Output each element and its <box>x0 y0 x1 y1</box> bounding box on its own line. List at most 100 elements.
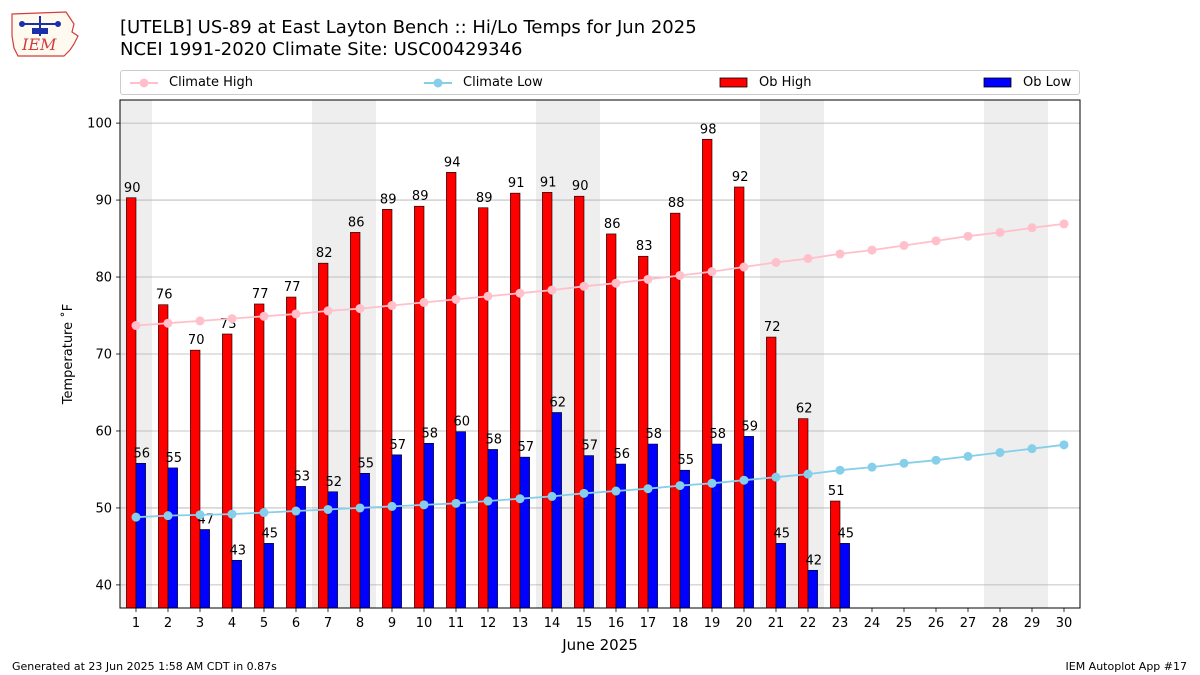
climate-low-point <box>323 504 333 514</box>
x-tick-label: 22 <box>800 616 817 631</box>
ob-high-bar <box>798 418 809 609</box>
climate-high-point <box>195 316 205 326</box>
ob-high-bar <box>414 205 425 609</box>
climate-high-point <box>515 288 525 298</box>
climate-high-point <box>963 231 973 241</box>
climate-low-point <box>643 484 653 494</box>
ob-low-label: 58 <box>646 427 663 442</box>
ob-high-bar <box>190 349 201 609</box>
climate-low-point <box>835 465 845 475</box>
ob-low-label: 55 <box>358 456 375 471</box>
climate-high-line <box>135 223 1065 327</box>
ob-high-label: 90 <box>572 179 589 194</box>
x-tick-label: 28 <box>992 616 1009 631</box>
ob-high-label: 89 <box>412 189 429 204</box>
ob-high-label: 89 <box>476 191 493 206</box>
climate-low-point <box>1059 440 1069 450</box>
x-tick-label: 20 <box>736 616 753 631</box>
ob-low-label: 45 <box>774 526 791 541</box>
x-tick-label: 7 <box>324 616 332 631</box>
ob-low-label: 60 <box>454 415 471 430</box>
x-tick-label: 25 <box>896 616 913 631</box>
y-tick-label: 100 <box>87 117 112 132</box>
legend-label: Climate Low <box>463 75 543 90</box>
climate-high-point <box>611 278 621 288</box>
climate-high-point <box>1027 223 1037 233</box>
climate-high-point <box>771 257 781 267</box>
climate-high-point <box>419 297 429 307</box>
climate-low-point <box>611 486 621 496</box>
legend: Climate High Climate Low Ob High Ob Low <box>120 70 1080 95</box>
ob-high-bar <box>510 192 521 609</box>
ob-high-label: 91 <box>508 176 525 191</box>
climate-high-point <box>547 285 557 295</box>
ob-high-label: 86 <box>348 215 365 230</box>
ob-low-bar <box>391 454 402 609</box>
climate-high-point <box>995 227 1005 237</box>
climate-low-point <box>419 500 429 510</box>
climate-low-point <box>195 510 205 520</box>
ob-low-bar <box>839 543 850 609</box>
ob-high-bar <box>222 333 233 609</box>
legend-bar-swatch-icon <box>719 77 748 87</box>
ob-high-bar <box>126 197 137 609</box>
ob-low-label: 53 <box>294 469 311 484</box>
climate-high-point <box>707 267 717 277</box>
x-tick-label: 2 <box>164 616 172 631</box>
climate-high-point <box>483 291 493 301</box>
climate-high-point <box>131 321 141 331</box>
ob-low-bar <box>167 467 178 609</box>
legend-item-ob-high: Ob High <box>719 73 812 92</box>
x-tick-label: 21 <box>768 616 785 631</box>
climate-low-point <box>1027 444 1037 454</box>
chart-title: [UTELB] US-89 at East Layton Bench :: Hi… <box>120 17 697 38</box>
x-tick-label: 19 <box>704 616 721 631</box>
legend-item-climate-high: Climate High <box>129 73 253 92</box>
ob-low-label: 58 <box>710 427 727 442</box>
climate-low-point <box>515 494 525 504</box>
chart-subtitle: NCEI 1991-2020 Climate Site: USC00429346 <box>120 39 523 60</box>
climate-high-point <box>803 254 813 264</box>
ob-high-label: 94 <box>444 155 461 170</box>
ob-low-label: 45 <box>262 526 279 541</box>
ob-low-bar <box>711 443 722 609</box>
climate-high-point <box>675 270 685 280</box>
iem-logo: IEM <box>11 11 79 57</box>
ob-low-label: 42 <box>806 553 823 568</box>
climate-low-point <box>579 488 589 498</box>
ob-low-label: 58 <box>422 426 439 441</box>
x-tick-label: 10 <box>416 616 433 631</box>
climate-low-point <box>707 478 717 488</box>
x-axis-label: June 2025 <box>561 636 638 654</box>
climate-low-point <box>547 491 557 501</box>
ob-low-bar <box>135 462 146 609</box>
legend-item-ob-low: Ob Low <box>983 73 1071 92</box>
x-tick-label: 24 <box>864 616 881 631</box>
ob-high-label: 98 <box>700 122 717 137</box>
climate-high-point <box>227 314 237 324</box>
ob-low-label: 55 <box>678 453 695 468</box>
legend-item-climate-low: Climate Low <box>423 73 543 92</box>
x-tick-label: 4 <box>228 616 236 631</box>
climate-high-point <box>867 245 877 255</box>
x-tick-label: 13 <box>512 616 529 631</box>
x-tick-label: 18 <box>672 616 689 631</box>
ob-low-label: 59 <box>742 419 759 434</box>
ob-low-label: 45 <box>838 526 855 541</box>
climate-high-point <box>579 281 589 291</box>
climate-low-point <box>931 455 941 465</box>
ob-high-bar <box>734 186 745 609</box>
climate-low-point <box>771 472 781 482</box>
x-tick-label: 12 <box>480 616 497 631</box>
climate-low-point <box>899 458 909 468</box>
ob-low-label: 57 <box>390 438 407 453</box>
ob-low-bar <box>583 455 594 609</box>
ob-high-label: 88 <box>668 196 685 211</box>
ob-high-label: 76 <box>156 288 173 303</box>
x-tick-label: 16 <box>608 616 625 631</box>
ob-low-bar <box>647 443 658 609</box>
climate-low-point <box>259 508 269 518</box>
x-tick-label: 14 <box>544 616 561 631</box>
climate-low-line <box>135 443 1065 519</box>
ob-low-bar <box>359 473 370 609</box>
